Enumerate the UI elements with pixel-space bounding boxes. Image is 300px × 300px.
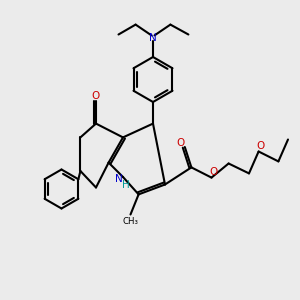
Text: N: N — [149, 33, 157, 43]
Text: N: N — [115, 174, 123, 184]
Text: H: H — [122, 180, 129, 190]
Text: O: O — [92, 91, 100, 101]
Text: O: O — [209, 167, 217, 177]
Text: O: O — [176, 137, 184, 148]
Text: O: O — [256, 141, 264, 151]
Text: CH₃: CH₃ — [122, 217, 139, 226]
